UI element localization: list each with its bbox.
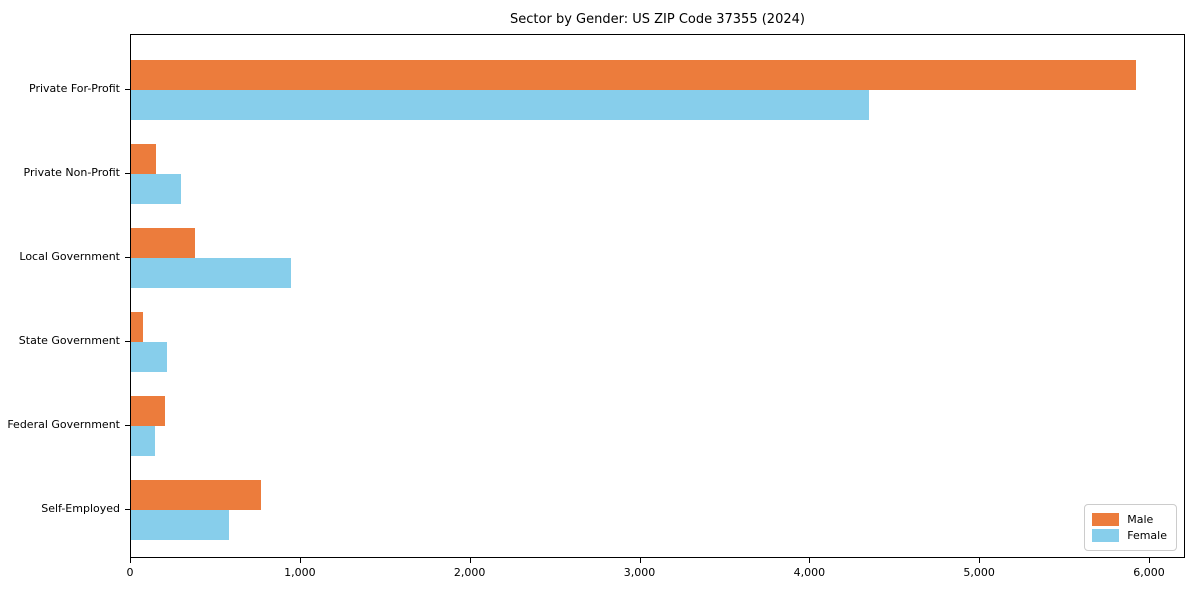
x-tick-mark: [130, 558, 131, 563]
bar-male: [131, 60, 1136, 90]
y-tick-label: Self-Employed: [41, 502, 120, 515]
y-tick-mark: [125, 173, 130, 174]
x-tick-label: 2,000: [453, 566, 486, 579]
y-tick-mark: [125, 89, 130, 90]
x-tick-label: 6,000: [1133, 566, 1165, 579]
legend-label: Female: [1127, 529, 1167, 542]
bar-female: [131, 426, 155, 456]
bar-group-state-government: [131, 312, 1184, 372]
y-tick-mark: [125, 425, 130, 426]
x-tick-mark: [809, 558, 811, 563]
x-tick-label: 1,000: [284, 566, 316, 579]
bar-group-self-employed: [131, 480, 1184, 540]
bar-female: [131, 342, 167, 372]
legend-label: Male: [1127, 513, 1154, 526]
plot-area: Male Female: [130, 34, 1185, 558]
y-tick-label: Federal Government: [7, 418, 120, 431]
x-tick-label: 0: [126, 566, 134, 579]
bar-female: [131, 510, 229, 540]
bar-group-federal-government: [131, 396, 1184, 456]
x-tick-mark: [1149, 558, 1150, 563]
x-tick-mark: [469, 558, 471, 563]
y-tick-mark: [125, 257, 130, 258]
x-tick-label: 4,000: [793, 566, 826, 579]
chart-title: Sector by Gender: US ZIP Code 37355 (202…: [510, 12, 805, 27]
bar-male: [131, 144, 156, 174]
y-tick-label: State Government: [18, 334, 120, 347]
y-tick-mark: [125, 509, 130, 510]
bar-group-private-non-profit: [131, 144, 1184, 204]
bar-male: [131, 228, 196, 258]
x-tick-mark: [299, 558, 301, 563]
bar-male: [131, 396, 165, 426]
x-tick-label: 5,000: [963, 566, 995, 579]
x-tick-mark: [979, 558, 981, 563]
y-tick-mark: [125, 341, 130, 342]
y-tick-label: Private For-Profit: [29, 82, 120, 95]
legend-swatch-icon: [1092, 529, 1120, 542]
bar-male: [131, 312, 144, 342]
bar-female: [131, 90, 869, 120]
y-tick-label: Local Government: [19, 250, 120, 263]
legend-item-male: Male: [1092, 513, 1167, 526]
x-tick-mark: [639, 558, 641, 563]
bar-female: [131, 258, 291, 288]
legend-item-female: Female: [1092, 529, 1167, 542]
bar-group-local-government: [131, 228, 1184, 288]
x-tick-label: 3,000: [623, 566, 656, 579]
y-tick-label: Private Non-Profit: [23, 166, 120, 179]
bar-female: [131, 174, 181, 204]
bar-group-private-for-profit: [131, 60, 1184, 120]
bar-male: [131, 480, 261, 510]
legend-swatch-icon: [1092, 513, 1120, 526]
legend: Male Female: [1084, 504, 1177, 551]
